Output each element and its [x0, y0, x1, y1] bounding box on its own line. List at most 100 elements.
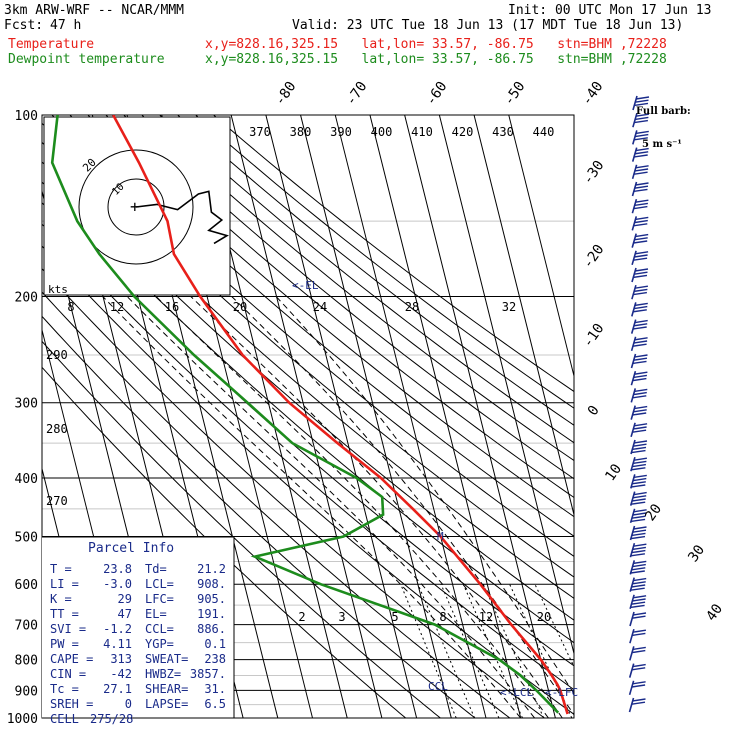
isotherm-label: 0	[585, 403, 603, 419]
parcel-key: TT =	[50, 607, 79, 621]
parcel-key: CIN =	[50, 667, 86, 681]
wind-barb	[630, 439, 648, 455]
mixing-ratio-label: 20	[233, 300, 247, 314]
wind-barb	[629, 491, 647, 506]
dry-adiabat	[177, 115, 574, 426]
dry-adiabat	[87, 115, 574, 518]
dry-adiabat	[42, 315, 476, 718]
dry-adiabat	[42, 122, 574, 578]
dry-adiabat	[213, 115, 574, 393]
dry-adiabat	[42, 141, 574, 599]
parcel-value: 47	[118, 607, 132, 621]
moist-adiabat	[190, 296, 563, 718]
parcel-key: Td=	[145, 562, 167, 576]
isotherm-label: -80	[272, 79, 300, 109]
parcel-key: CCL=	[145, 622, 174, 636]
wind-barb	[631, 302, 648, 317]
parcel-key: EL=	[145, 607, 167, 621]
isotherm	[404, 115, 556, 718]
parcel-value: 0.1	[204, 637, 226, 651]
wind-barb	[628, 697, 646, 713]
mixing-ratio-label: 3	[338, 610, 345, 624]
isotherm	[230, 115, 383, 718]
pressure-tick-label: 900	[15, 684, 38, 699]
parcel-value: 191.	[197, 607, 226, 621]
isotherm-label: 30	[685, 542, 708, 565]
wind-barb	[631, 147, 649, 162]
theta-label: 380	[290, 125, 312, 139]
isotherm-label: 20	[642, 501, 665, 524]
legend-dewpoint-location: x,y=828.16,325.15 lat,lon= 33.57, -86.75…	[205, 52, 667, 67]
wind-barb	[630, 319, 648, 334]
wind-barb	[629, 560, 647, 575]
parcel-value: 0	[125, 697, 132, 711]
wind-barb	[630, 405, 648, 420]
parcel-value: 3857.	[190, 667, 226, 681]
mixing-ratio-label: 5	[391, 610, 398, 624]
pressure-tick-label: 700	[15, 619, 38, 634]
parcel-info-box: Parcel Info T = 23.8 Td= 21.2 LI = -3.0 LCL= 908…	[42, 536, 235, 726]
mixing-ratio-line	[462, 583, 523, 718]
parcel-key: T =	[50, 562, 72, 576]
wind-barb	[631, 181, 649, 197]
hodograph-ring-20	[78, 149, 194, 265]
wind-barb	[631, 216, 649, 231]
pressure-tick-label: 1000	[7, 712, 38, 727]
theta-label: 430	[492, 125, 514, 139]
parcel-value: 275/28	[90, 712, 133, 726]
mixing-ratio-label: 12	[110, 300, 124, 314]
parcel-key: SWEAT=	[145, 652, 188, 666]
wind-barb	[629, 646, 646, 661]
pressure-tick-label: 600	[15, 578, 38, 593]
theta-label: 440	[533, 125, 555, 139]
hodograph-origin-marker: +	[130, 197, 140, 216]
isotherm-label: -20	[580, 242, 608, 272]
wind-barb	[628, 663, 646, 678]
theta-label-left: 280	[46, 422, 68, 436]
wind-barb	[629, 508, 647, 524]
dewpoint-profile	[50, 115, 560, 714]
theta-label: 370	[249, 125, 271, 139]
isotherm	[508, 115, 574, 379]
parcel-value: 23.8	[103, 562, 132, 576]
isotherm	[300, 115, 452, 718]
parcel-key: SVI =	[50, 622, 86, 636]
moist-adiabat	[102, 296, 522, 718]
theta-label: 400	[371, 125, 393, 139]
parcel-value: -42	[110, 667, 132, 681]
dry-adiabat	[42, 181, 574, 644]
parcel-value: 886.	[197, 622, 226, 636]
freezing-level-marker: M	[437, 530, 444, 543]
wind-barb	[632, 112, 650, 128]
parcel-value: 31.	[204, 682, 226, 696]
parcel-key: SREH =	[50, 697, 93, 711]
isotherm-label: 40	[703, 601, 726, 624]
mixing-ratio-line	[417, 584, 476, 718]
mixing-ratio-line	[440, 584, 500, 718]
isotherm	[438, 115, 574, 656]
isotherm-label: -60	[423, 79, 451, 109]
dry-adiabat	[141, 115, 574, 462]
dry-adiabat	[42, 340, 442, 718]
wind-barb	[630, 456, 648, 472]
parcel-key: LAPSE=	[145, 697, 188, 711]
dry-adiabat	[42, 245, 574, 715]
legend-temperature: Temperature	[8, 37, 95, 52]
parcel-value: 238	[204, 652, 226, 666]
valid-time: Valid: 23 UTC Tue 18 Jun 13 (17 MDT Tue …	[292, 18, 684, 33]
mixing-ratio-label: 2	[298, 610, 305, 624]
el-marker: <-EL	[292, 279, 319, 292]
isotherm	[265, 115, 418, 718]
isotherm-label: -50	[501, 79, 529, 109]
parcel-key: PW =	[50, 637, 79, 651]
legend-dewpoint: Dewpoint temperature	[8, 52, 165, 67]
wind-barb	[629, 542, 647, 558]
dry-adiabat	[123, 115, 574, 480]
wind-barb	[631, 233, 649, 248]
hodograph-units: kts	[48, 283, 68, 296]
wind-barb	[631, 198, 649, 214]
hodograph-trace	[135, 190, 229, 245]
parcel-value: -1.2	[103, 622, 132, 636]
wind-barb	[630, 388, 648, 403]
wind-barb	[629, 628, 647, 644]
